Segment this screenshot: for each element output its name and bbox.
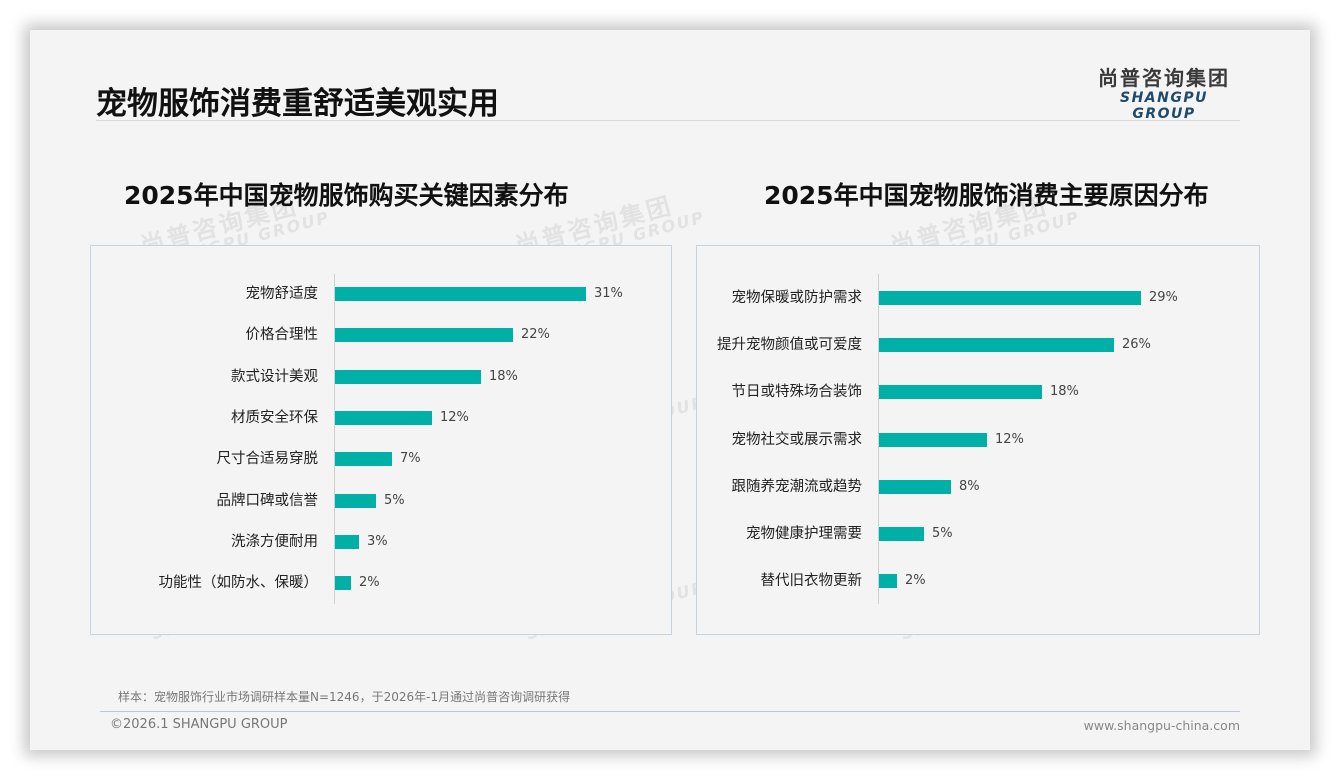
value-label: 12% — [995, 431, 1024, 447]
bar-row: 跟随养宠潮流或趋势 8% — [697, 475, 1259, 499]
company-logo: 尚普咨询集团 SHANGPU GROUP — [1090, 66, 1238, 122]
value-label: 2% — [905, 573, 926, 589]
bar-row: 价格合理性 22% — [91, 323, 671, 347]
bar-row: 功能性（如防水、保暖） 2% — [91, 571, 671, 595]
page-title: 宠物服饰消费重舒适美观实用 — [96, 86, 499, 122]
bar — [879, 574, 897, 589]
category-label: 洗涤方便耐用 — [231, 533, 318, 550]
bar — [335, 452, 392, 467]
bar — [335, 369, 481, 384]
value-label: 3% — [367, 533, 388, 549]
bar — [879, 291, 1141, 305]
bar-row: 宠物社交或展示需求 12% — [697, 428, 1259, 452]
value-label: 12% — [440, 409, 469, 425]
title-divider — [96, 120, 1240, 121]
category-label: 宠物保暖或防护需求 — [731, 290, 863, 306]
slide: 宠物服饰消费重舒适美观实用 尚普咨询集团 SHANGPU GROUP 尚普咨询集… — [30, 30, 1310, 750]
category-label: 宠物健康护理需要 — [746, 526, 862, 542]
value-label: 26% — [1122, 337, 1151, 353]
bar — [879, 432, 987, 447]
value-label: 5% — [932, 526, 953, 541]
bar — [335, 576, 351, 591]
category-label: 替代旧衣物更新 — [760, 573, 863, 590]
category-label: 提升宠物颜值或可爱度 — [717, 337, 862, 354]
right-chart-panel: 宠物保暖或防护需求 29% 提升宠物颜值或可爱度 26% 节日或特殊场合装饰 18% 宠物社… — [696, 245, 1260, 635]
bar — [879, 479, 951, 494]
bar — [335, 328, 513, 343]
sample-note: 样本：宠物服饰行业市场调研样本量N=1246，于2026年-1月通过尚普咨询调研… — [118, 690, 571, 704]
bar-row: 节日或特殊场合装饰 18% — [697, 380, 1259, 404]
category-label: 跟随养宠潮流或趋势 — [731, 478, 863, 495]
left-chart-panel: 宠物舒适度 31% 价格合理性 22% 款式设计美观 18% 材质安全环保 12% 尺寸合适易穿… — [90, 245, 672, 635]
right-chart-title: 2025年中国宠物服饰消费主要原因分布 — [764, 181, 1209, 210]
bar-row: 材质安全环保 12% — [91, 406, 671, 430]
value-label: 18% — [1050, 384, 1079, 400]
right-chart-axis — [878, 274, 879, 604]
bar-row: 替代旧衣物更新 2% — [697, 569, 1259, 593]
bar-row: 宠物舒适度 31% — [91, 282, 671, 306]
category-label: 价格合理性 — [245, 327, 319, 344]
logo-cn-text: 尚普咨询集团 — [1098, 66, 1230, 90]
bar-row: 尺寸合适易穿脱 7% — [91, 447, 671, 471]
category-label: 功能性（如防水、保暖） — [158, 575, 319, 592]
category-label: 宠物社交或展示需求 — [731, 431, 863, 448]
value-label: 18% — [489, 368, 518, 384]
category-label: 节日或特殊场合装饰 — [731, 384, 863, 401]
footer-divider — [100, 711, 1240, 712]
value-label: 31% — [594, 286, 623, 301]
value-label: 8% — [959, 478, 980, 494]
bar-row: 宠物保暖或防护需求 29% — [697, 286, 1259, 310]
logo-en-text: SHANGPU GROUP — [1120, 90, 1208, 122]
category-label: 材质安全环保 — [231, 409, 318, 426]
category-label: 品牌口碑或信誉 — [216, 492, 319, 509]
bar — [879, 385, 1042, 400]
bar — [879, 527, 924, 541]
bar-row: 提升宠物颜值或可爱度 26% — [697, 333, 1259, 357]
category-label: 宠物舒适度 — [245, 286, 319, 302]
bar-row: 品牌口碑或信誉 5% — [91, 489, 671, 513]
value-label: 5% — [384, 492, 405, 508]
value-label: 2% — [359, 575, 380, 591]
bar-row: 款式设计美观 18% — [91, 365, 671, 389]
website-link[interactable]: www.shangpu-china.com — [1083, 718, 1240, 733]
bar-row: 宠物健康护理需要 5% — [697, 522, 1259, 546]
left-chart-title: 2025年中国宠物服饰购买关键因素分布 — [124, 181, 569, 210]
bar — [879, 338, 1114, 353]
left-chart-axis — [334, 274, 335, 604]
category-label: 款式设计美观 — [231, 368, 318, 385]
bar — [335, 287, 586, 301]
bar-row: 洗涤方便耐用 3% — [91, 530, 671, 554]
bar — [335, 493, 376, 508]
bar — [335, 534, 359, 549]
category-label: 尺寸合适易穿脱 — [216, 451, 319, 468]
copyright: ©2026.1 SHANGPU GROUP — [110, 717, 288, 732]
bar — [335, 410, 432, 425]
value-label: 29% — [1149, 290, 1178, 305]
value-label: 22% — [521, 327, 550, 343]
value-label: 7% — [400, 451, 421, 467]
